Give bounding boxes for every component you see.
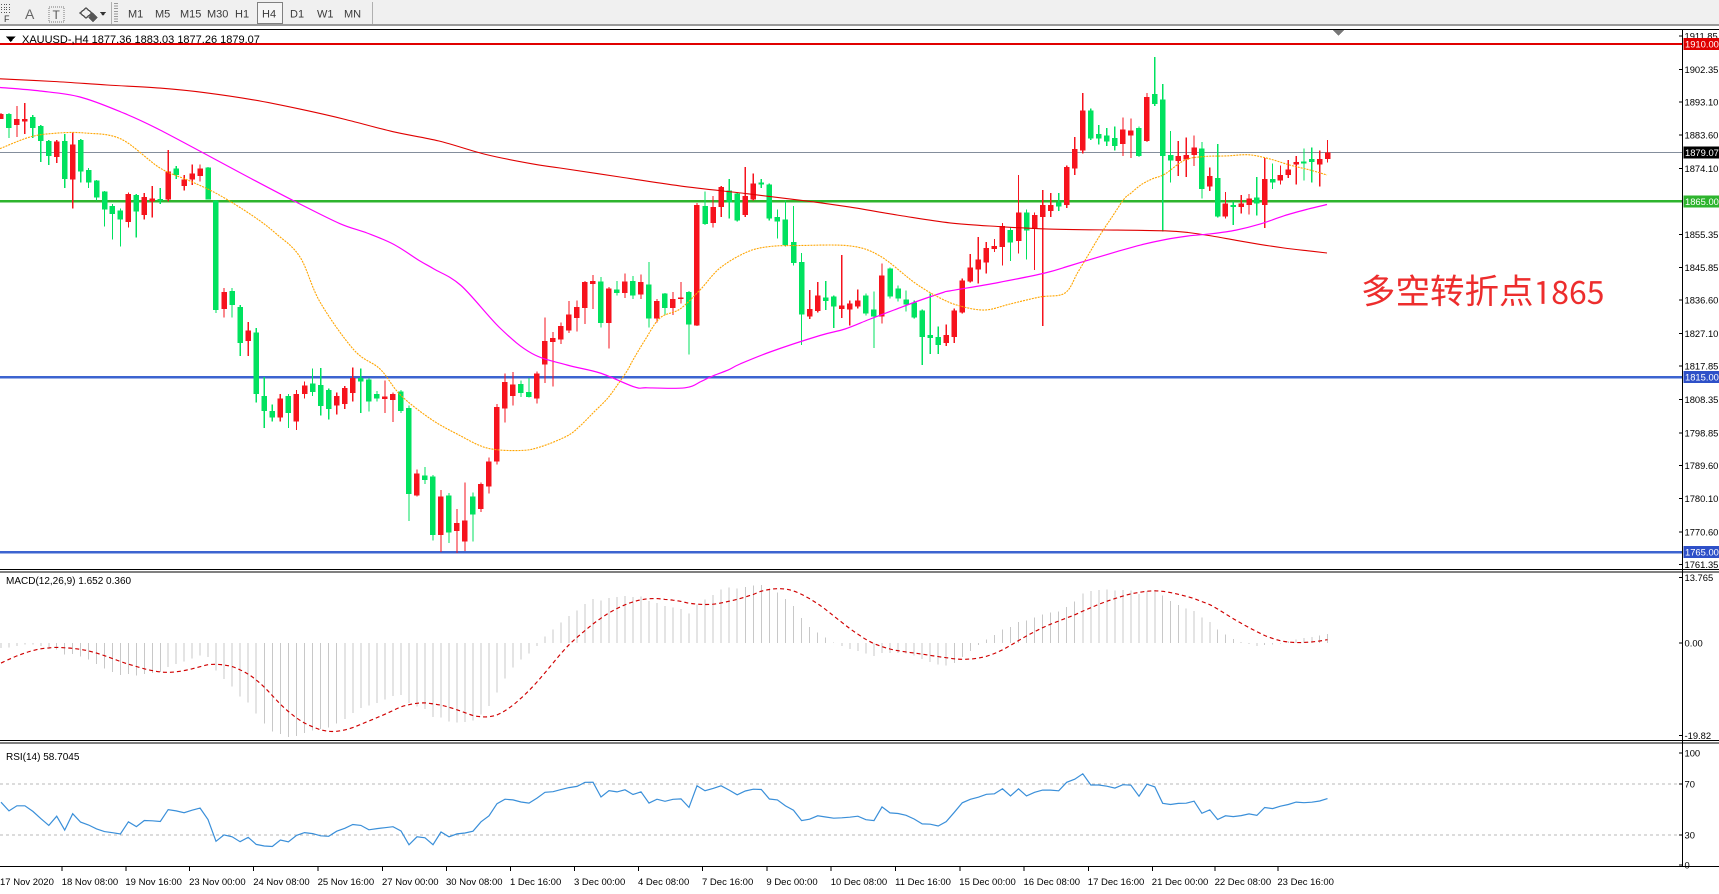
svg-text:D1: D1 [290, 9, 304, 21]
svg-text:27 Nov 00:00: 27 Nov 00:00 [382, 877, 439, 888]
svg-text:W1: W1 [317, 9, 334, 21]
svg-text:M1: M1 [128, 9, 143, 21]
svg-text:1879.07: 1879.07 [1685, 147, 1719, 158]
svg-text:M15: M15 [180, 9, 201, 21]
svg-text:70: 70 [1685, 778, 1695, 789]
svg-text:10 Dec 08:00: 10 Dec 08:00 [831, 877, 888, 888]
svg-text:1770.60: 1770.60 [1685, 527, 1719, 538]
svg-text:9 Dec 00:00: 9 Dec 00:00 [766, 877, 817, 888]
svg-text:MN: MN [344, 9, 361, 21]
svg-text:H1: H1 [235, 9, 249, 21]
svg-text:1798.85: 1798.85 [1685, 427, 1719, 438]
svg-text:1 Dec 16:00: 1 Dec 16:00 [510, 877, 561, 888]
svg-text:1874.10: 1874.10 [1685, 163, 1719, 174]
svg-text:1817.85: 1817.85 [1685, 361, 1719, 372]
svg-text:1761.35: 1761.35 [1685, 559, 1719, 570]
svg-text:-19.82: -19.82 [1685, 730, 1712, 741]
svg-text:1845.85: 1845.85 [1685, 262, 1719, 273]
svg-text:11 Dec 16:00: 11 Dec 16:00 [895, 877, 951, 888]
svg-text:7 Dec 16:00: 7 Dec 16:00 [702, 877, 753, 888]
svg-text:17 Dec 16:00: 17 Dec 16:00 [1088, 877, 1145, 888]
svg-text:RSI(14) 58.7045: RSI(14) 58.7045 [6, 752, 80, 763]
svg-text:17 Nov 2020: 17 Nov 2020 [0, 877, 54, 888]
svg-text:M30: M30 [207, 9, 228, 21]
svg-text:21 Dec 00:00: 21 Dec 00:00 [1152, 877, 1209, 888]
svg-text:1780.10: 1780.10 [1685, 493, 1719, 504]
svg-text:M5: M5 [155, 9, 170, 21]
svg-text:13.765: 13.765 [1685, 572, 1714, 583]
svg-text:XAUUSD-,H4 1877.36 1883.03 18: XAUUSD-,H4 1877.36 1883.03 1877.26 1879.… [22, 34, 260, 46]
svg-text:1765.00: 1765.00 [1685, 546, 1719, 557]
svg-text:18 Nov 08:00: 18 Nov 08:00 [62, 877, 119, 888]
svg-text:A: A [25, 6, 35, 22]
svg-text:23 Nov 00:00: 23 Nov 00:00 [189, 877, 246, 888]
svg-text:0.00: 0.00 [1685, 637, 1703, 648]
svg-text:30: 30 [1685, 830, 1695, 841]
svg-text:1789.60: 1789.60 [1685, 460, 1719, 471]
svg-text:15 Dec 00:00: 15 Dec 00:00 [959, 877, 1016, 888]
svg-text:1911.85: 1911.85 [1685, 31, 1718, 42]
svg-text:1855.35: 1855.35 [1685, 229, 1719, 240]
svg-text:1808.35: 1808.35 [1685, 394, 1719, 405]
svg-text:1883.60: 1883.60 [1685, 130, 1719, 141]
svg-text:1893.10: 1893.10 [1685, 96, 1719, 107]
svg-text:1836.60: 1836.60 [1685, 295, 1719, 306]
svg-text:1865.00: 1865.00 [1685, 196, 1719, 207]
svg-text:MACD(12,26,9) 1.652 0.360: MACD(12,26,9) 1.652 0.360 [6, 576, 132, 587]
svg-text:H4: H4 [262, 9, 276, 21]
svg-text:1910.00: 1910.00 [1685, 39, 1719, 50]
svg-text:100: 100 [1685, 747, 1701, 758]
svg-text:1827.10: 1827.10 [1685, 328, 1719, 339]
svg-text:24 Nov 08:00: 24 Nov 08:00 [253, 877, 310, 888]
svg-text:23 Dec 16:00: 23 Dec 16:00 [1277, 877, 1334, 888]
svg-text:1902.35: 1902.35 [1685, 64, 1719, 75]
svg-text:16 Dec 08:00: 16 Dec 08:00 [1024, 877, 1081, 888]
svg-text:4 Dec 08:00: 4 Dec 08:00 [638, 877, 689, 888]
svg-text:F: F [4, 14, 10, 24]
svg-text:3 Dec 00:00: 3 Dec 00:00 [574, 877, 625, 888]
svg-text:1815.00: 1815.00 [1685, 372, 1719, 383]
svg-text:30 Nov 08:00: 30 Nov 08:00 [446, 877, 503, 888]
svg-text:22 Dec 08:00: 22 Dec 08:00 [1215, 877, 1272, 888]
svg-text:25 Nov 16:00: 25 Nov 16:00 [318, 877, 375, 888]
svg-text:T: T [53, 8, 61, 22]
svg-text:19 Nov 16:00: 19 Nov 16:00 [125, 877, 182, 888]
svg-text:0: 0 [1685, 859, 1690, 870]
